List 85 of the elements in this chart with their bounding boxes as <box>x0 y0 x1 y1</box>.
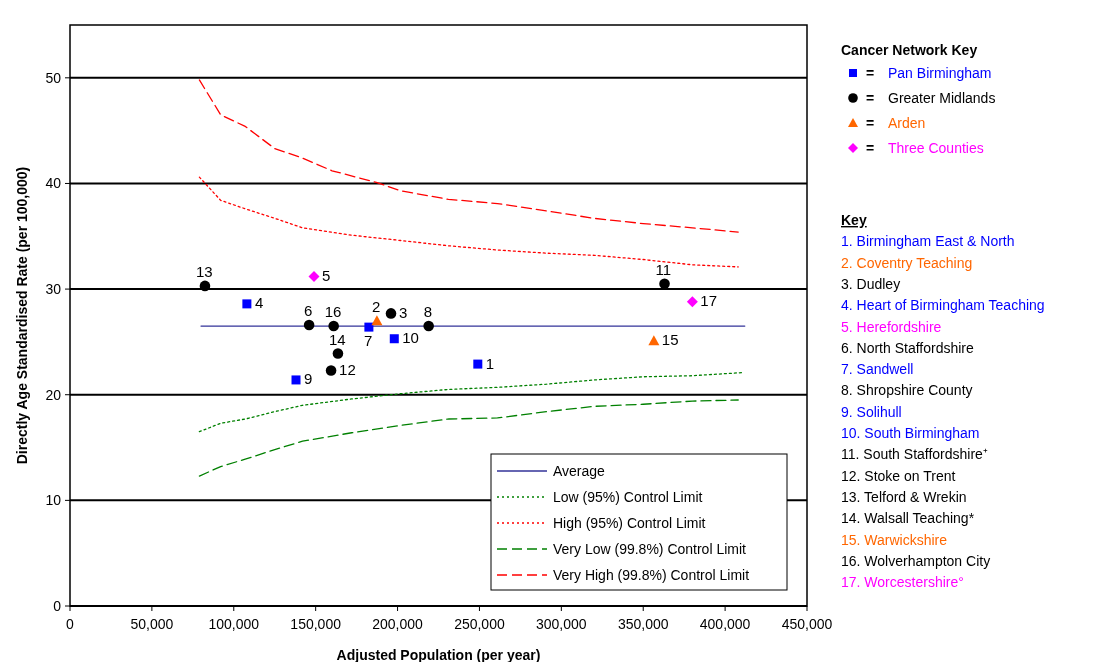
annotation: 17 <box>700 292 718 310</box>
text: Key <box>841 212 867 228</box>
point <box>371 315 383 326</box>
annotation: 2 <box>371 297 381 315</box>
y-tick-label: 0 <box>53 598 62 614</box>
point <box>389 334 399 344</box>
x-tick-label: 350,000 <box>617 616 669 632</box>
text: = <box>866 90 875 106</box>
line-series <box>198 79 739 233</box>
text: 8. Shropshire County <box>841 382 973 399</box>
legend-label: Very Low (99.8%) Control Limit <box>553 541 747 557</box>
x-tick-label: 50,000 <box>130 616 174 632</box>
text: 3. Dudley <box>841 275 901 292</box>
annotation: 3 <box>399 303 408 321</box>
x-tick-label: 200,000 <box>372 616 424 632</box>
y-tick-label: 20 <box>45 386 62 403</box>
point <box>364 322 374 332</box>
annotation: 11 <box>655 260 672 278</box>
annotation: 9 <box>304 370 313 388</box>
legend-label: Pan Birmingham <box>888 65 992 81</box>
legend-label: Low (95%) Control Limit <box>553 489 703 505</box>
legend-label: High (95%) Control Limit <box>553 515 706 531</box>
legend-label: Arden <box>888 115 926 131</box>
text: 16. Wolverhampton City <box>841 552 991 569</box>
y-tick-label: 40 <box>45 175 62 192</box>
text: 13. Telford & Wrekin <box>841 488 967 505</box>
line-series <box>198 399 739 477</box>
legend-label: Greater Midlands <box>888 90 996 106</box>
text: 7. Sandwell <box>841 361 914 378</box>
point <box>328 320 339 332</box>
y-tick-label: 30 <box>45 281 62 298</box>
point <box>686 296 698 308</box>
text: 1. Birmingham East & North <box>841 233 1015 250</box>
text: 4. Heart of Birmingham Teaching <box>841 297 1045 314</box>
annotation: 4 <box>254 294 264 312</box>
legend-label: Average <box>553 463 606 479</box>
x-tick-label: 300,000 <box>536 616 587 632</box>
x-tick-label: 0 <box>66 616 75 632</box>
point <box>473 359 483 369</box>
text: 17. Worcestershire° <box>841 574 964 591</box>
y-axis-title: Directly Age Standardised Rate (per 100,000) <box>14 166 30 465</box>
annotation: 16 <box>324 303 342 321</box>
x-tick-label: 400,000 <box>699 616 751 632</box>
y-tick-label: 10 <box>45 492 62 509</box>
text: 6. North Staffordshire <box>841 339 975 356</box>
point <box>303 319 315 331</box>
point <box>242 299 252 309</box>
text: 10. South Birmingham <box>841 425 980 441</box>
text: 14. Walsall Teaching* <box>841 510 975 527</box>
annotation: 13 <box>195 262 213 280</box>
x-tick-label: 250,000 <box>454 616 505 632</box>
annotation: 12 <box>339 360 356 378</box>
x-tick-label: 100,000 <box>208 616 260 632</box>
annotation: 10 <box>402 329 419 347</box>
x-axis-title: Adjusted Population (per year) <box>336 647 541 662</box>
point <box>332 348 344 359</box>
point <box>199 280 211 292</box>
annotation: 1 <box>485 354 495 372</box>
text: 2. Coventry Teaching <box>841 254 973 271</box>
text: 5. Herefordshire <box>841 318 942 335</box>
text: 9. Solihull <box>841 403 902 420</box>
text: = <box>866 115 875 131</box>
point <box>385 308 397 319</box>
legend-label: Three Counties <box>888 140 984 156</box>
annotation: 7 <box>363 332 373 350</box>
point <box>308 270 320 282</box>
text: 15. Warwickshire <box>841 531 948 548</box>
point <box>325 365 337 376</box>
point <box>291 375 301 385</box>
point <box>648 335 660 346</box>
legend-title: Cancer Network Key <box>841 42 978 58</box>
x-tick-label: 450,000 <box>781 616 833 632</box>
legend-label: Very High (99.8%) Control Limit <box>553 567 750 583</box>
text: = <box>866 140 875 156</box>
x-tick-label: 150,000 <box>290 616 342 632</box>
annotation: 8 <box>423 303 433 321</box>
annotation: 5 <box>322 266 331 284</box>
text: 12. Stoke on Trent <box>841 467 956 484</box>
y-tick-label: 50 <box>45 69 62 86</box>
annotation: 15 <box>661 331 679 349</box>
text: 11. South Staffordshire⁺ <box>841 446 988 463</box>
annotation: 6 <box>304 302 313 320</box>
annotation: 14 <box>328 330 346 348</box>
text: = <box>866 65 875 81</box>
point <box>423 320 434 332</box>
